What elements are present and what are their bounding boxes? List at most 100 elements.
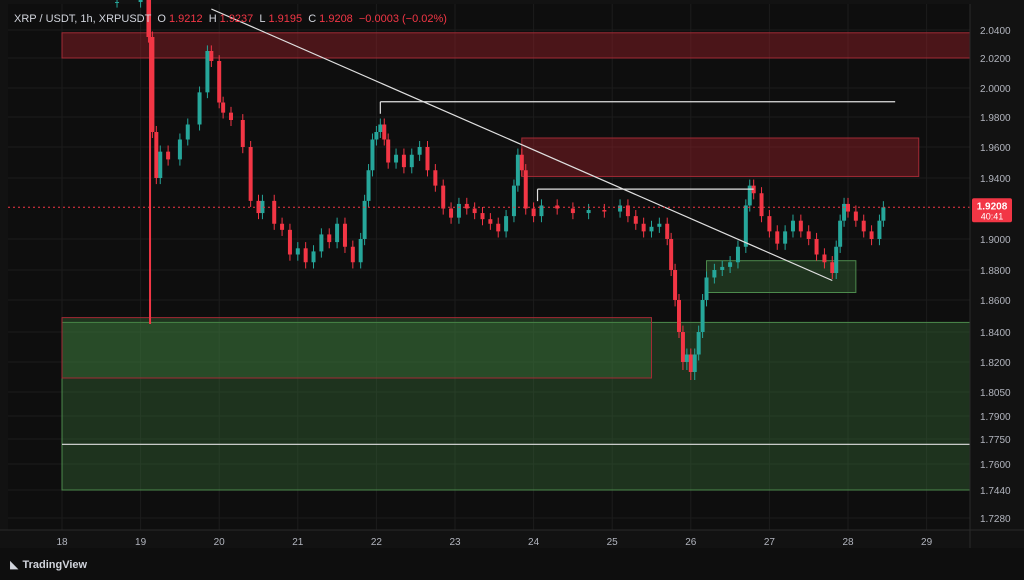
candle-body bbox=[798, 220, 803, 232]
candle-body bbox=[657, 223, 662, 227]
candle-body bbox=[295, 248, 300, 255]
candle-body bbox=[358, 239, 363, 263]
zone-support bbox=[61, 321, 971, 491]
candle-body bbox=[150, 37, 155, 132]
candle-body bbox=[830, 262, 835, 273]
price-tick-label: 1.9800 bbox=[980, 113, 1011, 124]
price-tick-label: 1.7280 bbox=[980, 514, 1011, 525]
candle-body bbox=[602, 210, 607, 212]
price-tick-label: 1.8050 bbox=[980, 388, 1011, 399]
candle-body bbox=[684, 354, 689, 362]
open-value: 1.9212 bbox=[168, 13, 203, 25]
symbol-header: XRP / USDT, 1h, XRPUSDT O 1.9212 H 1.9237 … bbox=[14, 13, 450, 25]
zone-resistance bbox=[61, 32, 971, 59]
candle-body bbox=[842, 203, 847, 221]
candle-body bbox=[401, 154, 406, 168]
candle-body bbox=[783, 231, 788, 244]
tradingview-brand[interactable]: ◣ TradingView bbox=[10, 558, 87, 571]
last-price-value: 1.9208 bbox=[977, 201, 1008, 212]
candle-body bbox=[759, 193, 764, 217]
time-tick-label: 27 bbox=[764, 537, 776, 548]
candle-body bbox=[861, 220, 866, 232]
candle-body bbox=[480, 213, 485, 220]
candle-body bbox=[386, 139, 391, 163]
candle-body bbox=[712, 270, 717, 278]
candle-body bbox=[138, 0, 143, 2]
candle-body bbox=[303, 248, 308, 263]
candle-body bbox=[775, 231, 780, 244]
time-tick-label: 22 bbox=[371, 537, 383, 548]
candle-body bbox=[154, 132, 159, 178]
candle-body bbox=[641, 223, 646, 232]
candle-body bbox=[335, 223, 340, 243]
candle-body bbox=[633, 216, 638, 224]
candle-body bbox=[221, 102, 226, 113]
candle-body bbox=[673, 270, 678, 300]
candle-body bbox=[177, 139, 182, 160]
price-tick-label: 1.9000 bbox=[980, 235, 1011, 246]
candle-body bbox=[394, 154, 399, 163]
open-label: O bbox=[157, 13, 166, 25]
candle-body bbox=[146, 0, 151, 37]
candle-body bbox=[700, 300, 705, 332]
zone-resistance bbox=[521, 137, 920, 177]
candle-body bbox=[570, 208, 575, 214]
footer-bar bbox=[0, 548, 1024, 580]
time-tick-label: 25 bbox=[607, 537, 619, 548]
brand-name: TradingView bbox=[22, 559, 88, 571]
tradingview-logo-icon: ◣ bbox=[10, 559, 19, 571]
candle-body bbox=[822, 254, 827, 263]
candle-body bbox=[515, 154, 520, 186]
candle-body bbox=[877, 220, 882, 239]
candle-body bbox=[209, 51, 214, 61]
candle-body bbox=[720, 266, 725, 270]
price-tick-label: 2.0000 bbox=[980, 84, 1011, 95]
trendline bbox=[211, 8, 833, 282]
candle-body bbox=[586, 210, 591, 214]
candle-body bbox=[115, 2, 120, 3]
price-tick-label: 1.7440 bbox=[980, 486, 1011, 497]
time-tick-label: 24 bbox=[528, 537, 540, 548]
candle-body bbox=[362, 200, 367, 239]
last-price-badge bbox=[972, 198, 1012, 223]
candle-body bbox=[197, 92, 202, 125]
candle-body bbox=[464, 203, 469, 209]
candle-body bbox=[166, 151, 171, 160]
candle-body bbox=[370, 139, 375, 171]
price-tick-label: 1.8600 bbox=[980, 296, 1011, 307]
candle-body bbox=[677, 300, 682, 332]
candle-body bbox=[853, 211, 858, 221]
candle-body bbox=[449, 208, 454, 218]
price-tick-label: 2.0400 bbox=[980, 26, 1011, 37]
candle-body bbox=[366, 170, 371, 201]
candle-body bbox=[696, 332, 701, 355]
candle-body bbox=[680, 332, 685, 362]
candle-body bbox=[539, 205, 544, 217]
candle-body bbox=[488, 219, 493, 224]
zone-support bbox=[61, 317, 652, 379]
price-tick-label: 1.8400 bbox=[980, 328, 1011, 339]
candle-body bbox=[382, 124, 387, 140]
candle-body bbox=[838, 220, 843, 247]
price-tick-label: 1.7750 bbox=[980, 435, 1011, 446]
candle-body bbox=[228, 112, 233, 120]
candle-body bbox=[869, 231, 874, 239]
candle-body bbox=[185, 124, 190, 140]
candle-body bbox=[433, 170, 438, 186]
price-tick-label: 1.9400 bbox=[980, 174, 1011, 185]
candle-body bbox=[806, 231, 811, 239]
candle-body bbox=[217, 61, 222, 103]
candle-body bbox=[692, 354, 697, 372]
price-tick-label: 1.7600 bbox=[980, 460, 1011, 471]
candle-body bbox=[504, 216, 509, 232]
candle-body bbox=[374, 132, 379, 140]
candle-body bbox=[814, 239, 819, 255]
low-label: L bbox=[259, 13, 266, 25]
candle-body bbox=[472, 208, 477, 214]
high-label: H bbox=[208, 13, 217, 25]
time-tick-label: 20 bbox=[214, 537, 226, 548]
candle-body bbox=[511, 185, 516, 217]
candle-body bbox=[378, 124, 383, 132]
